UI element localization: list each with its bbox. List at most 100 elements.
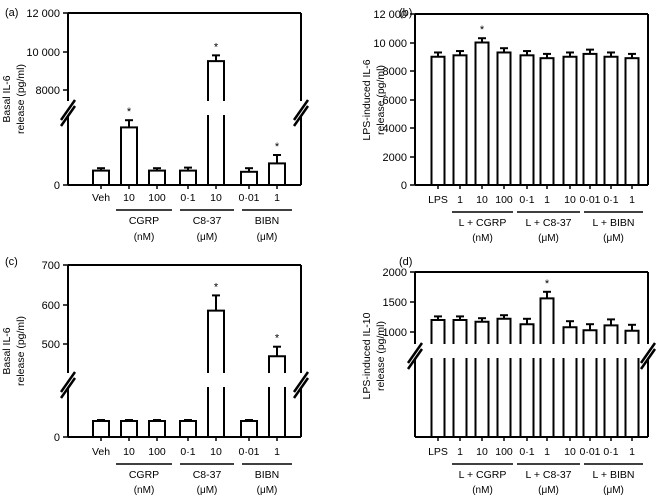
significance-marker: * xyxy=(214,281,219,293)
group-label: C8-37 xyxy=(193,469,222,481)
group-label: L + CGRP xyxy=(459,217,507,229)
bar xyxy=(268,162,286,186)
bar-group xyxy=(430,315,446,437)
bar-group xyxy=(148,419,166,438)
bar xyxy=(496,51,512,186)
group-unit: (μM) xyxy=(603,233,624,244)
y-tick-label: 10 000 xyxy=(373,38,407,50)
bar xyxy=(582,52,598,187)
bar-group xyxy=(582,48,598,187)
y-tick-label: 500 xyxy=(42,339,60,351)
bar xyxy=(519,54,535,187)
x-tick-label: Veh xyxy=(92,192,110,204)
y-tick-label: 6000 xyxy=(383,95,407,107)
bar-lower xyxy=(207,115,225,185)
bar xyxy=(148,420,166,438)
bar xyxy=(120,420,138,438)
x-tick-label: 10 xyxy=(476,446,488,458)
bar-lower xyxy=(582,358,598,437)
y-tick-label: 0 xyxy=(54,180,60,192)
bar-group xyxy=(452,50,468,187)
axis-break-right-2 xyxy=(639,348,657,370)
group-unit: (nM) xyxy=(134,485,155,496)
bar-group xyxy=(582,323,598,437)
bar-upper xyxy=(430,319,446,344)
plot-frame xyxy=(406,271,657,438)
x-tick-label: 0·1 xyxy=(519,446,534,458)
bar-upper xyxy=(624,329,640,344)
axis-break-right-1 xyxy=(292,371,310,393)
panel-label: (d) xyxy=(399,256,412,268)
panel-d: (d) LPS-induced IL-10 release (pg/ml)1000 1… xyxy=(361,256,657,496)
significance-marker: * xyxy=(480,24,485,36)
bar-group xyxy=(603,51,619,186)
bar xyxy=(92,169,110,187)
bar-group xyxy=(92,167,110,187)
bar-upper xyxy=(268,355,286,373)
bar xyxy=(430,55,446,186)
x-tick-label: 10 xyxy=(476,194,488,206)
bar-group xyxy=(179,419,197,438)
x-tick-label: 1 xyxy=(457,194,463,206)
group-label: CGRP xyxy=(129,469,159,481)
y-tick-label: 1500 xyxy=(383,297,407,309)
axis-break-right-2 xyxy=(292,105,310,127)
group-unit: (μM) xyxy=(197,485,218,496)
bar-group xyxy=(519,317,535,437)
axis-break-right-1 xyxy=(292,99,310,121)
y-tick-label: 12 000 xyxy=(26,8,60,20)
bar-upper xyxy=(562,326,578,344)
bar xyxy=(120,126,138,186)
x-tick-label: 0·1 xyxy=(519,194,534,206)
bar-upper xyxy=(582,329,598,344)
y-tick-label: 2000 xyxy=(383,267,407,279)
axis-break-left-2 xyxy=(59,105,77,127)
bar-group: * xyxy=(539,278,555,437)
y-axis-label: release (pg/ml) xyxy=(375,321,387,391)
axis-break-left-2 xyxy=(406,348,424,370)
bar xyxy=(92,420,110,438)
bar-upper xyxy=(207,309,225,373)
significance-marker: * xyxy=(275,141,280,153)
axis-break-left-1 xyxy=(406,342,424,364)
bar-group: * xyxy=(474,24,490,186)
bar-lower xyxy=(452,358,468,437)
axis-break-right-1 xyxy=(639,342,657,364)
bar-group xyxy=(474,317,490,437)
bar-group xyxy=(562,51,578,186)
x-tick-label: 100 xyxy=(495,194,513,206)
axis-break-left-1 xyxy=(59,371,77,393)
y-tick-label: 0 xyxy=(401,180,407,192)
bar-group xyxy=(519,50,535,187)
x-tick-label: 10 xyxy=(564,446,576,458)
x-tick-label: 1 xyxy=(457,446,463,458)
x-tick-label: LPS xyxy=(428,194,448,206)
x-tick-label: Veh xyxy=(92,446,110,458)
y-axis-label: release (pg/ml) xyxy=(15,316,27,386)
bar-upper xyxy=(539,297,555,344)
x-tick-label: 0·01 xyxy=(579,194,600,206)
bar-group xyxy=(624,52,640,186)
bar-group xyxy=(496,314,512,437)
x-tick-label: 100 xyxy=(148,192,166,204)
bar xyxy=(179,420,197,438)
bar-lower xyxy=(268,387,286,437)
group-unit: (nM) xyxy=(472,233,493,244)
x-tick-label: 0·1 xyxy=(603,446,618,458)
bar-group: * xyxy=(207,281,225,437)
panel-a: (a) Basal IL-6 release (pg/ml) 0 8000 10 000 1… xyxy=(1,7,310,243)
x-tick-label: 0·1 xyxy=(603,194,618,206)
group-label: L + BIBN xyxy=(593,217,635,229)
bar-group xyxy=(430,51,446,186)
plot-frame xyxy=(59,12,310,186)
significance-marker: * xyxy=(214,41,219,53)
y-axis-label: Basal IL-6 xyxy=(1,75,13,122)
bar-group xyxy=(624,323,640,437)
bar-lower xyxy=(519,358,535,437)
panel-b: (b) LPS-induced IL-6 release (pg/ml) 0 2000 4… xyxy=(361,7,649,244)
y-tick-label: 4000 xyxy=(383,123,407,135)
bar xyxy=(240,170,258,187)
bar-group: * xyxy=(268,333,286,437)
bar-group xyxy=(179,166,197,187)
x-tick-label: 0·1 xyxy=(180,192,195,204)
